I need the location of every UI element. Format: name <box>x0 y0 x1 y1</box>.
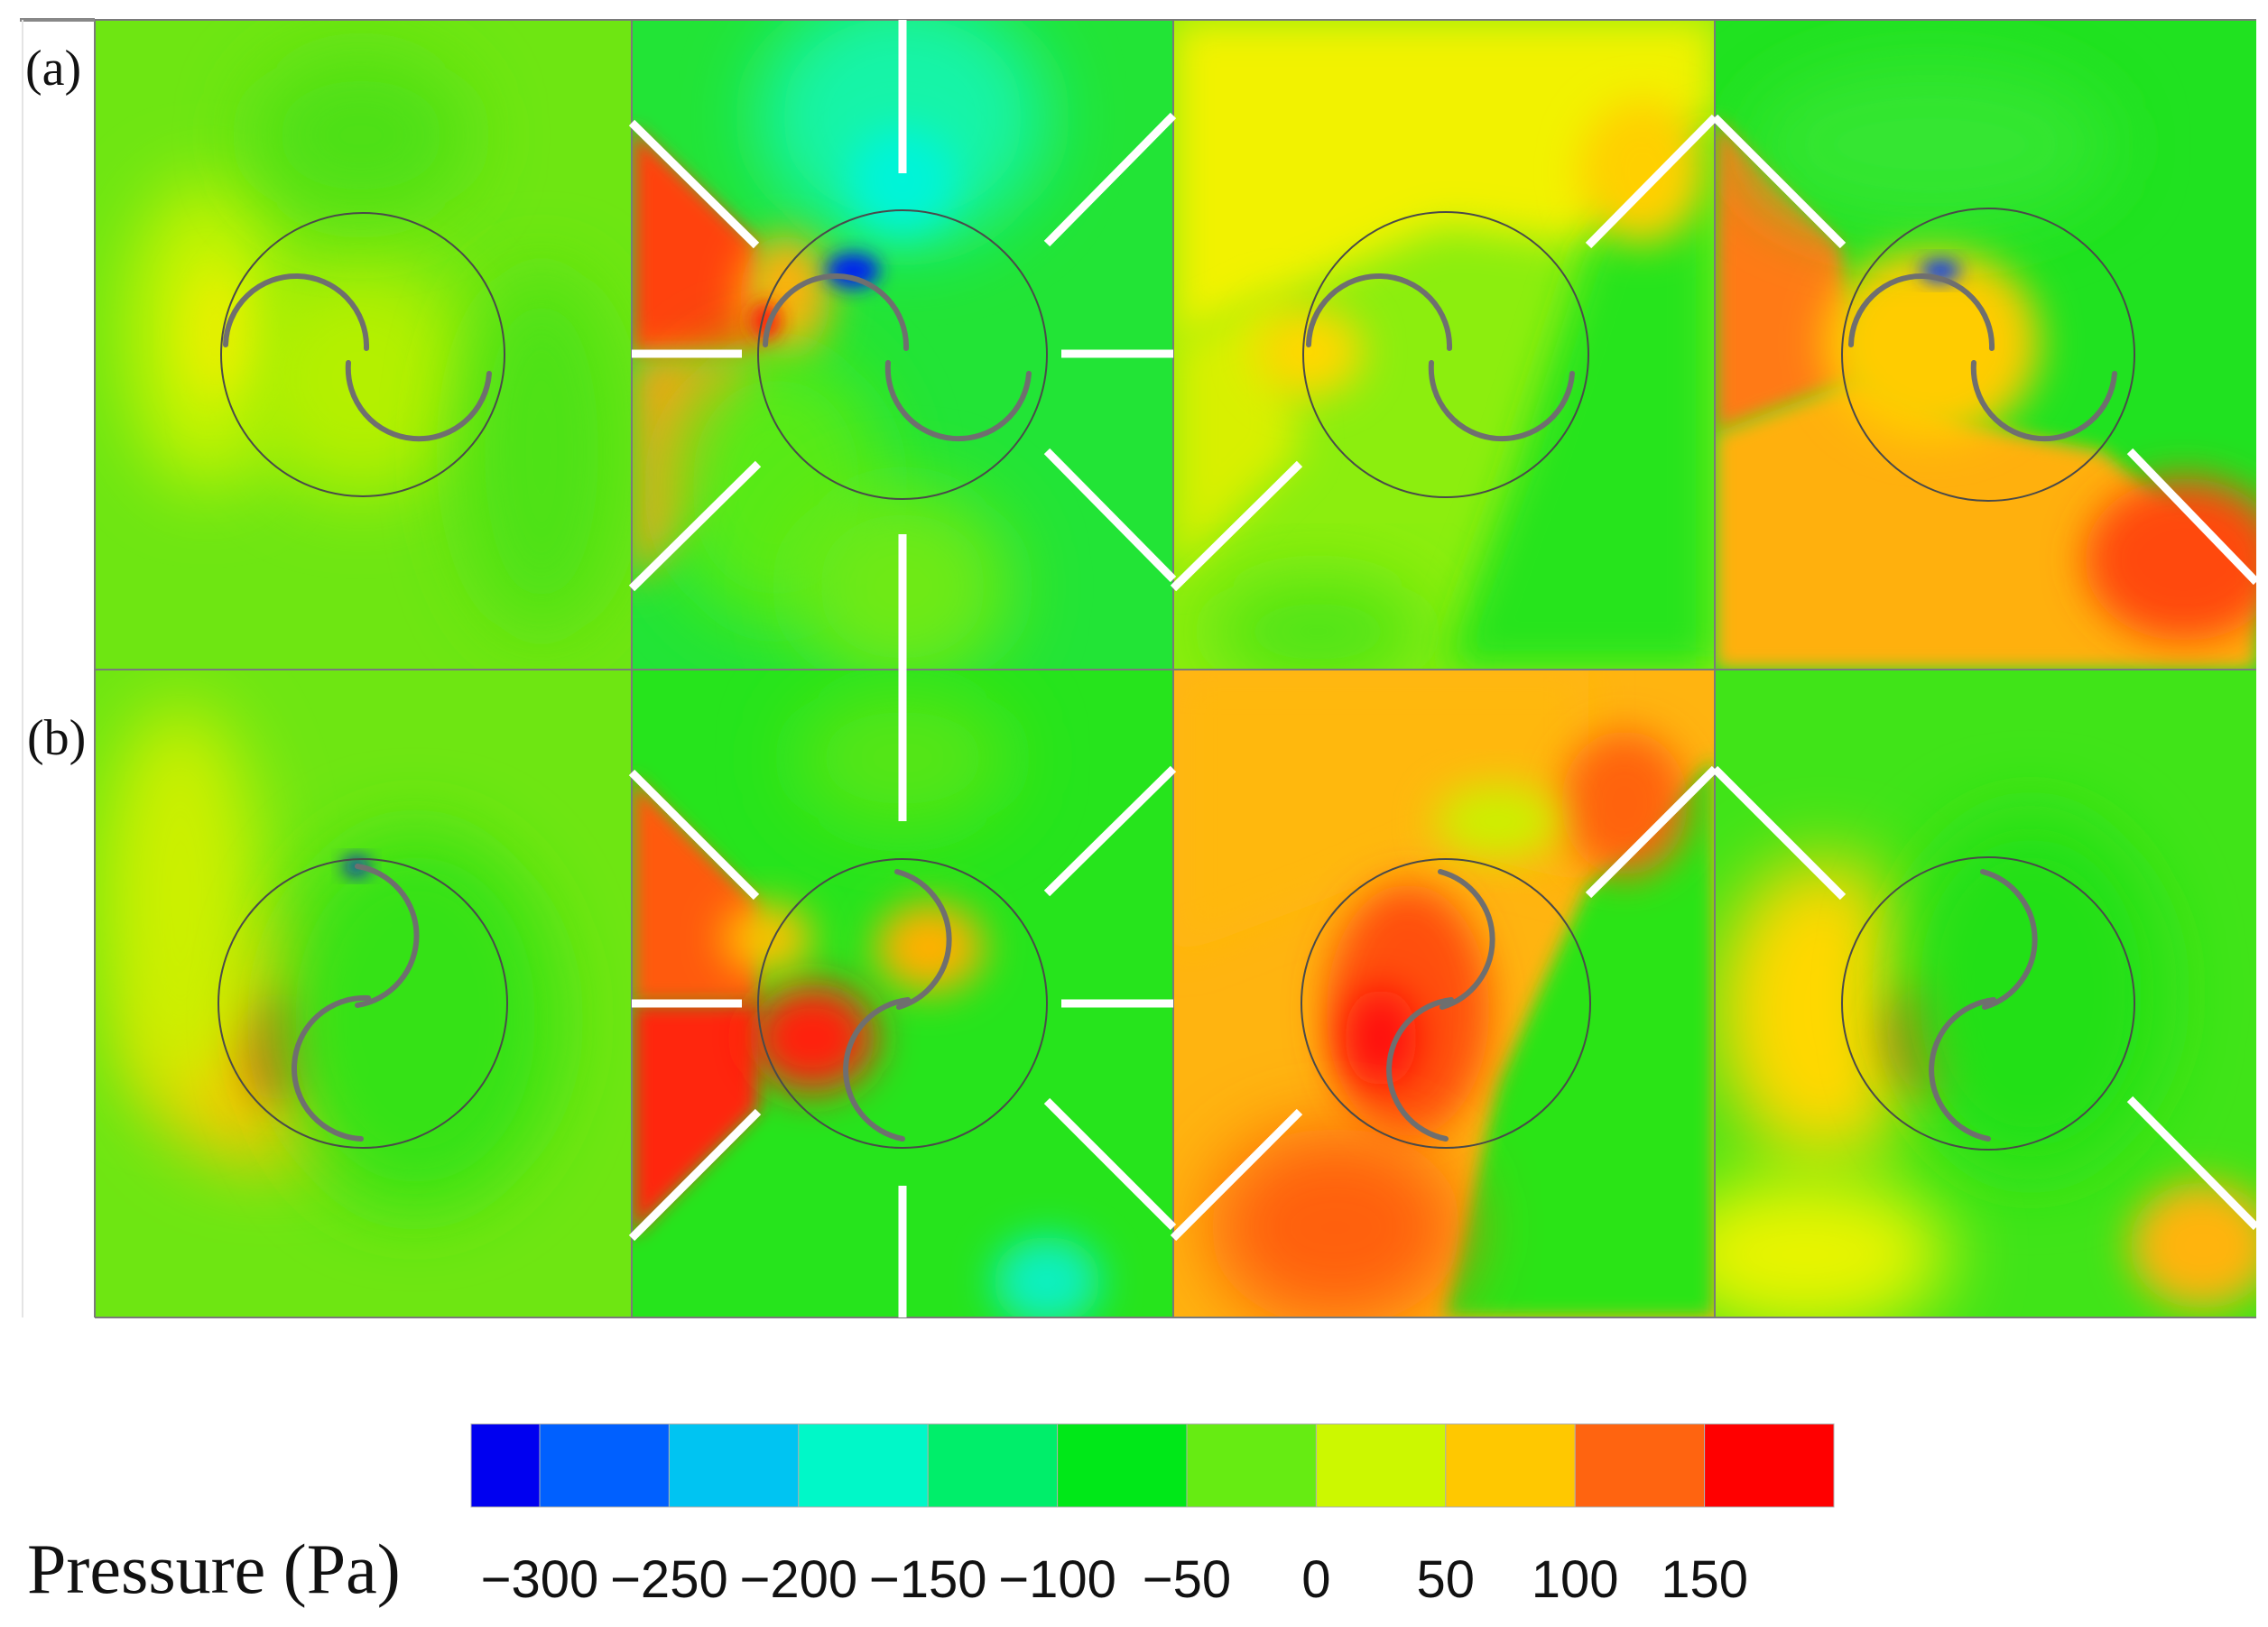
colorbar-tick-label: 150 <box>1661 1550 1748 1609</box>
panel-a3 <box>1173 20 1715 670</box>
legend-title: Pressure (Pa) <box>27 1530 401 1608</box>
colorbar-swatch <box>798 1423 929 1508</box>
colorbar-tick-label: 100 <box>1531 1550 1619 1609</box>
colorbar-swatch <box>1186 1423 1317 1508</box>
colorbar-tick-label: −250 <box>610 1550 728 1609</box>
panel-a1 <box>95 20 632 670</box>
colorbar-swatch <box>1704 1423 1835 1508</box>
panel-borders <box>94 19 2256 1318</box>
colorbar-tick-label: −300 <box>480 1550 599 1609</box>
colorbar-tick-label: −150 <box>868 1550 987 1609</box>
panel-a4 <box>1715 20 2256 670</box>
legend-tick-labels: −300 −250 −200 −150 −100 −50 0 50 100 150 <box>0 1545 2268 1608</box>
colorbar-swatch <box>539 1423 670 1508</box>
rotor-blades-row-a <box>223 273 2117 442</box>
colorbar-tick-label: −100 <box>998 1550 1116 1609</box>
deflectors <box>628 20 2260 1317</box>
panel-b1 <box>95 670 632 1317</box>
colorbar-tick-label: −200 <box>739 1550 858 1609</box>
colorbar-tick-label: 50 <box>1416 1550 1476 1609</box>
pressure-colorbar <box>470 1423 1835 1508</box>
colorbar-swatch <box>668 1423 800 1508</box>
colorbar-swatch <box>1445 1423 1576 1508</box>
rotor-circles <box>218 208 2135 1151</box>
panel-b4 <box>1715 670 2256 1317</box>
rotor-blades-row-b <box>291 864 2038 1142</box>
row-label-a: (a) <box>25 41 82 97</box>
row-label-b: (b) <box>27 710 87 766</box>
panel-b3 <box>1173 670 1715 1317</box>
colorbar-swatch <box>470 1423 541 1508</box>
colorbar-swatch <box>1315 1423 1447 1508</box>
colorbar-swatch <box>927 1423 1059 1508</box>
colorbar-swatch <box>1574 1423 1706 1508</box>
colorbar-swatch <box>1057 1423 1188 1508</box>
colorbar-tick-label: −50 <box>1142 1550 1232 1609</box>
colorbar-tick-label: 0 <box>1301 1550 1331 1609</box>
